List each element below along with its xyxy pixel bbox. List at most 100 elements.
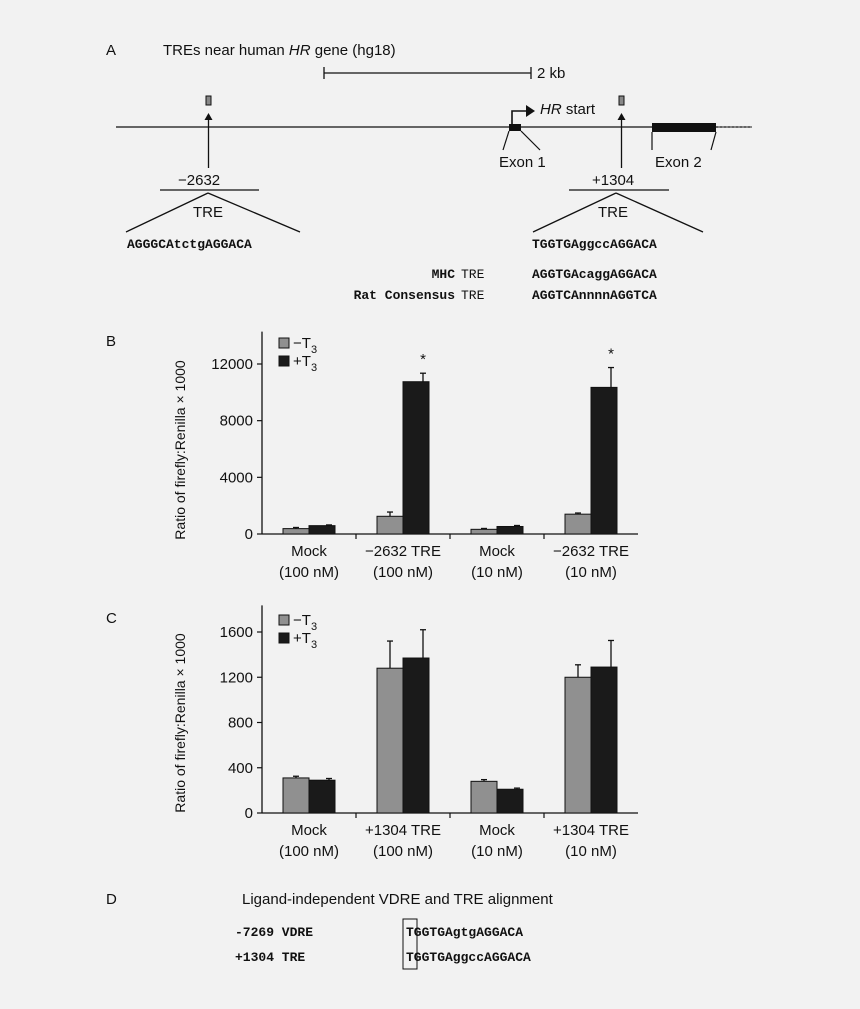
panel-a-title-gene: HR	[289, 42, 311, 59]
legend-minus-t3-label: −T3	[293, 612, 317, 633]
legend-minus-t3-swatch	[278, 337, 290, 349]
legend-minus-t3-swatch	[278, 614, 290, 626]
x-tick-label-dose: (10 nM)	[565, 564, 617, 581]
panel-a-title: TREs near human HR gene (hg18)	[163, 42, 396, 59]
exon-2-leader-b	[710, 131, 717, 151]
panel-c-letter: C	[106, 610, 117, 627]
rat-name: Rat Consensus	[354, 288, 456, 303]
panel-b: B 0 4000 8000 12000 Ratio of firefly:Renilla…	[106, 331, 638, 581]
x-tick-label: −2632 TRE	[365, 543, 441, 560]
panel-c: C 0 400 800 1200 1600 Ratio of firefly:Renill…	[106, 605, 638, 860]
x-tick-label-dose: (100 nM)	[373, 843, 433, 860]
x-tick-label-dose: (100 nM)	[279, 564, 339, 581]
hr-start-arrow	[511, 110, 528, 125]
exon-1-label: Exon 1	[499, 154, 546, 171]
alignment-highlight-box	[402, 918, 418, 970]
panel-a-title-text: TREs near human	[163, 42, 289, 59]
y-tick-label: 1600	[220, 624, 253, 641]
bar-minus-t3	[376, 515, 404, 535]
right-tre-sequence: TGGTGAggccAGGACA	[532, 237, 657, 252]
left-tre-sequence: AGGGCAtctgAGGACA	[127, 237, 252, 252]
chart-b: 0 4000 8000 12000 Ratio of firefly:Renilla ×…	[172, 331, 638, 581]
panel-a-title-rest: gene (hg18)	[311, 42, 396, 59]
hr-start-label: HR start	[540, 101, 596, 118]
legend-plus-t3-subscript: 3	[311, 362, 317, 374]
y-tick-label: 1200	[220, 669, 253, 686]
right-tre-position: +1304	[592, 172, 634, 189]
legend-plus-t3-swatch	[278, 632, 290, 644]
legend-plus-t3-label: +T3	[293, 353, 317, 374]
legend-minus-t3-text: −T	[293, 612, 311, 629]
left-tre-position: −2632	[178, 172, 220, 189]
exon-1-box	[509, 124, 521, 131]
panel-d: D Ligand-independent VDRE and TRE alignm…	[106, 891, 554, 970]
bar-plus-t3	[590, 386, 618, 535]
exon-1-leader-b	[520, 130, 541, 151]
legend-plus-t3-subscript: 3	[311, 639, 317, 651]
right-callout-fan-a	[532, 192, 617, 233]
bar-plus-t3	[496, 788, 524, 814]
legend-plus-t3-swatch	[278, 355, 290, 367]
legend-plus-t3-label: +T3	[293, 630, 317, 651]
x-tick-label-dose: (10 nM)	[471, 564, 523, 581]
legend-minus-t3-text: −T	[293, 335, 311, 352]
legend-plus-t3-text: +T	[293, 353, 311, 370]
bar-minus-t3	[470, 528, 498, 535]
panel-a-letter: A	[106, 42, 116, 59]
left-tre-label: TRE	[193, 204, 223, 221]
y-tick-label: 4000	[220, 469, 253, 486]
legend-minus-t3-subscript: 3	[311, 344, 317, 356]
left-callout-fan-a	[125, 192, 209, 233]
y-tick-label: 800	[228, 715, 253, 732]
bar-plus-t3	[590, 666, 618, 814]
mhc-sequence: AGGTGAcaggAGGACA	[532, 267, 657, 282]
left-callout-fan-b	[207, 192, 301, 233]
bar-minus-t3	[564, 513, 592, 535]
panel-d-letter: D	[106, 891, 117, 908]
x-tick-label-dose: (100 nM)	[373, 564, 433, 581]
left-tre-arrow-head	[204, 113, 213, 120]
significance-marker: *	[608, 346, 614, 363]
right-tre-marker	[618, 95, 625, 106]
bar-plus-t3	[402, 381, 430, 535]
panel-b-letter: B	[106, 333, 116, 350]
exon-2-label: Exon 2	[655, 154, 702, 171]
tre-sequence: TGGTGAggccAGGACA	[406, 950, 531, 965]
x-tick-label: +1304 TRE	[553, 822, 629, 839]
right-callout-fan-b	[615, 192, 704, 233]
y-axis-title: Ratio of firefly:Renilla × 1000	[172, 633, 188, 813]
legend-minus-t3-subscript: 3	[311, 621, 317, 633]
right-tre-label: TRE	[598, 204, 628, 221]
x-tick-label: +1304 TRE	[365, 822, 441, 839]
hr-start-arrow-head	[526, 105, 535, 117]
y-axis-title: Ratio of firefly:Renilla × 1000	[172, 360, 188, 540]
rat-tre: TRE	[461, 288, 485, 303]
x-tick-label-dose: (100 nM)	[279, 843, 339, 860]
y-tick-label: 12000	[211, 356, 253, 373]
bar-plus-t3	[402, 657, 430, 814]
bar-minus-t3	[470, 780, 498, 814]
left-tre-marker	[205, 95, 212, 106]
hr-start-text: start	[562, 101, 596, 118]
x-tick-label: Mock	[479, 822, 515, 839]
vdre-sequence: TGGTGAgtgAGGACA	[406, 925, 523, 940]
bar-plus-t3	[308, 779, 336, 814]
hr-start-gene: HR	[540, 101, 562, 118]
mhc-tre: TRE	[461, 267, 485, 282]
x-tick-label: Mock	[479, 543, 515, 560]
x-tick-label: −2632 TRE	[553, 543, 629, 560]
vdre-label: -7269 VDRE	[235, 925, 313, 940]
x-tick-label-dose: (10 nM)	[565, 843, 617, 860]
y-tick-label: 0	[245, 805, 253, 822]
legend-plus-t3-text: +T	[293, 630, 311, 647]
bar-minus-t3	[564, 676, 592, 814]
bar-plus-t3	[496, 525, 524, 535]
legend-minus-t3-label: −T3	[293, 335, 317, 356]
x-tick-label: Mock	[291, 822, 327, 839]
panel-a: A TREs near human HR gene (hg18) 2 kb HR…	[106, 42, 752, 303]
rat-sequence: AGGTCAnnnnAGGTCA	[532, 288, 657, 303]
bar-minus-t3	[282, 528, 310, 535]
x-tick-label-dose: (10 nM)	[471, 843, 523, 860]
y-tick-label: 0	[245, 526, 253, 543]
